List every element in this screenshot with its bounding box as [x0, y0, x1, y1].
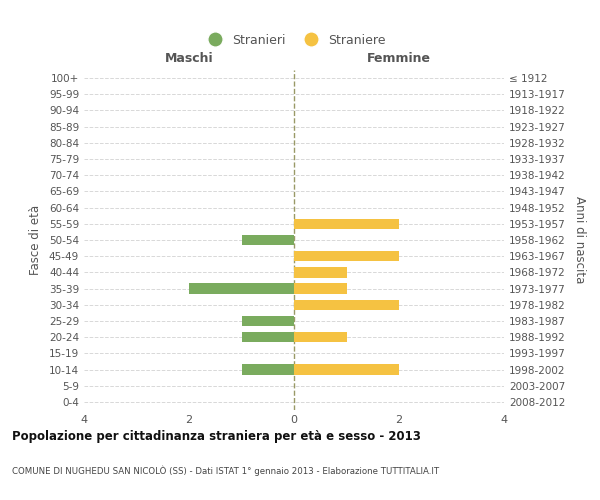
Text: Femmine: Femmine — [367, 52, 431, 65]
Bar — [294, 218, 399, 229]
Legend: Stranieri, Straniere: Stranieri, Straniere — [197, 28, 391, 52]
Bar — [294, 332, 347, 342]
Bar — [241, 234, 294, 246]
Bar — [241, 332, 294, 342]
Bar — [294, 251, 399, 262]
Bar — [241, 316, 294, 326]
Y-axis label: Anni di nascita: Anni di nascita — [572, 196, 586, 284]
Bar — [189, 284, 294, 294]
Bar — [294, 300, 399, 310]
Text: COMUNE DI NUGHEDU SAN NICOLÒ (SS) - Dati ISTAT 1° gennaio 2013 - Elaborazione TU: COMUNE DI NUGHEDU SAN NICOLÒ (SS) - Dati… — [12, 465, 439, 475]
Y-axis label: Fasce di età: Fasce di età — [29, 205, 42, 275]
Bar — [241, 364, 294, 375]
Bar — [294, 267, 347, 278]
Text: Maschi: Maschi — [164, 52, 214, 65]
Text: Popolazione per cittadinanza straniera per età e sesso - 2013: Popolazione per cittadinanza straniera p… — [12, 430, 421, 443]
Bar — [294, 364, 399, 375]
Bar — [294, 284, 347, 294]
